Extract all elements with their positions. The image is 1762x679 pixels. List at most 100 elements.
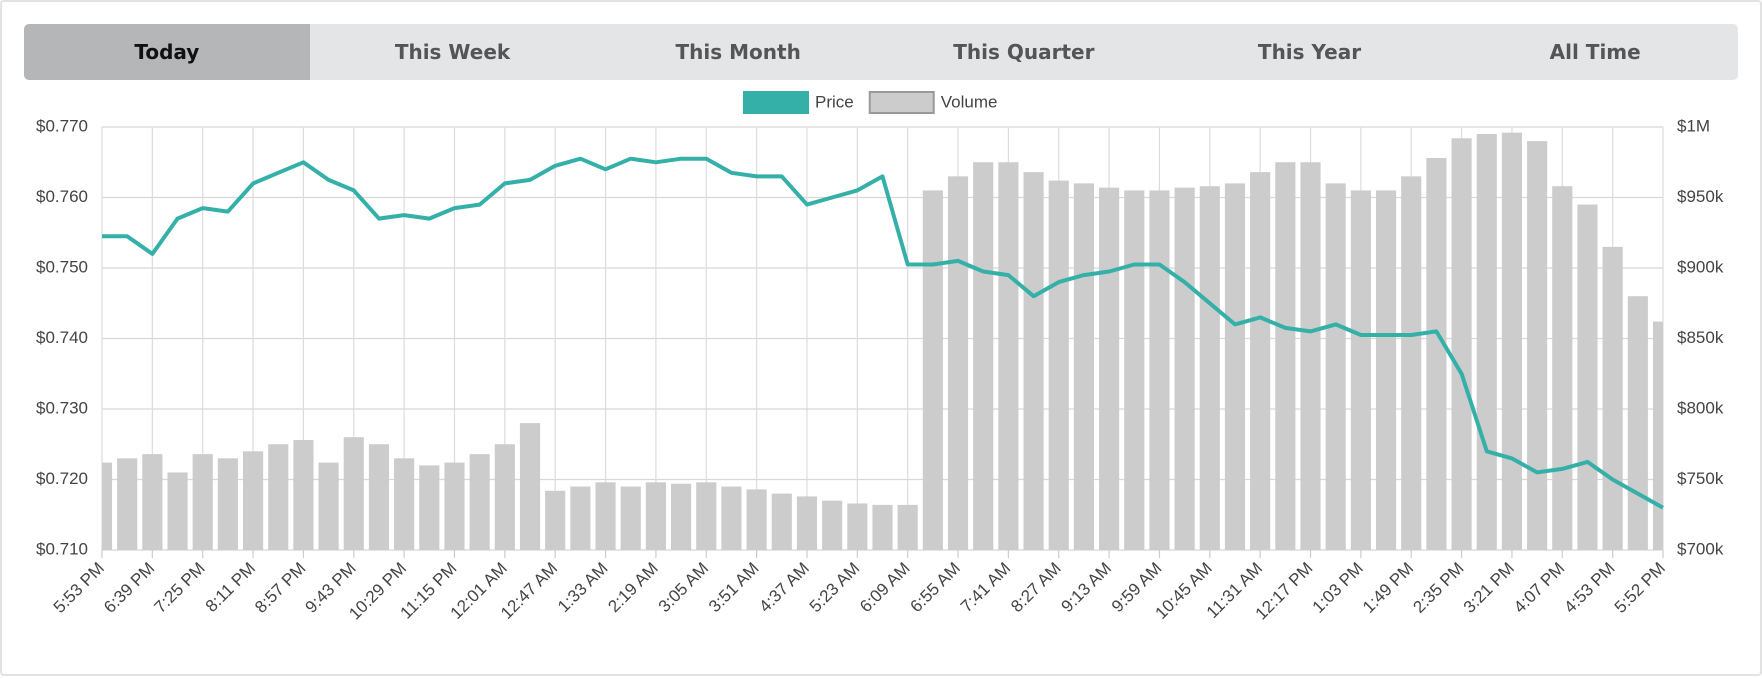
y2-tick-label: $900k bbox=[1677, 257, 1724, 276]
volume-bar bbox=[1023, 172, 1044, 550]
volume-bar bbox=[947, 176, 969, 550]
volume-bar bbox=[1577, 204, 1598, 551]
volume-bar bbox=[117, 458, 138, 550]
y2-tick-label: $700k bbox=[1677, 539, 1724, 558]
y-tick-label: $0.750 bbox=[36, 257, 88, 276]
x-tick-label: 6:09 AM bbox=[856, 559, 914, 617]
tab[interactable]: All Time bbox=[1549, 40, 1641, 64]
legend-label[interactable]: Volume bbox=[941, 92, 998, 111]
y-tick-label: $0.710 bbox=[36, 539, 88, 558]
volume-bar bbox=[268, 444, 289, 550]
x-tick-label: 6:39 PM bbox=[100, 559, 158, 617]
volume-bar bbox=[217, 458, 238, 550]
volume-bar bbox=[368, 444, 390, 550]
volume-bar bbox=[293, 440, 314, 550]
legend-label[interactable]: Price bbox=[815, 92, 854, 111]
x-tick-label: 4:53 PM bbox=[1560, 559, 1618, 617]
x-tick-label: 5:23 AM bbox=[806, 559, 864, 617]
tab[interactable]: This Month bbox=[675, 40, 801, 64]
tab-bar: Today This Week This Month This Quarter This… bbox=[24, 24, 1738, 80]
volume-bar bbox=[746, 489, 767, 550]
volume-bar bbox=[318, 462, 339, 550]
y-tick-label: $0.740 bbox=[36, 328, 88, 347]
y2-tick-label: $850k bbox=[1677, 328, 1724, 347]
volume-bar bbox=[998, 162, 1019, 550]
volume-bar bbox=[444, 462, 465, 550]
volume-bar bbox=[922, 190, 943, 550]
volume-bar bbox=[645, 482, 666, 550]
x-tick-label: 6:55 AM bbox=[906, 559, 964, 617]
volume-bar bbox=[494, 444, 515, 550]
volume-bar bbox=[671, 483, 692, 550]
volume-bar bbox=[1174, 187, 1195, 550]
volume-bar bbox=[620, 486, 641, 550]
volume-bar bbox=[1401, 176, 1422, 550]
x-tick-label: 9:13 AM bbox=[1058, 559, 1116, 617]
price-line bbox=[102, 156, 1664, 510]
volume-bar bbox=[847, 503, 868, 550]
tab[interactable]: This Week bbox=[394, 40, 511, 64]
volume-bar bbox=[469, 454, 490, 550]
volume-bar bbox=[696, 482, 717, 550]
y-tick-label: $0.730 bbox=[36, 398, 88, 417]
x-tick-label: 7:41 AM bbox=[957, 559, 1015, 617]
volume-bar bbox=[897, 504, 918, 550]
y-tick-label: $0.770 bbox=[36, 116, 88, 135]
x-tick-label: 1:33 AM bbox=[554, 559, 612, 617]
volume-bar bbox=[1149, 190, 1170, 550]
volume-bar bbox=[1224, 183, 1246, 550]
volume-bar bbox=[1501, 132, 1523, 550]
volume-bar bbox=[545, 490, 566, 550]
volume-bar bbox=[1073, 183, 1094, 550]
volume-bar bbox=[1476, 134, 1497, 551]
y2-tick-label: $1M bbox=[1677, 116, 1710, 135]
volume-bar bbox=[1099, 187, 1120, 550]
x-tick-label: 3:05 AM bbox=[655, 559, 713, 617]
volume-bar bbox=[102, 462, 113, 550]
volume-bar bbox=[192, 454, 213, 550]
x-tick-label: 2:35 PM bbox=[1409, 559, 1467, 617]
volume-bar bbox=[1627, 296, 1648, 550]
volume-bar bbox=[1426, 158, 1447, 550]
volume-bar bbox=[1350, 190, 1371, 550]
volume-bar bbox=[1124, 190, 1145, 550]
volume-bar bbox=[394, 458, 415, 550]
x-tick-label: 1:49 PM bbox=[1359, 559, 1417, 617]
x-tick-label: 3:51 AM bbox=[705, 559, 763, 617]
volume-bar bbox=[721, 486, 742, 550]
y2-tick-label: $800k bbox=[1677, 398, 1724, 417]
volume-bar bbox=[1451, 138, 1472, 550]
volume-bar bbox=[1552, 186, 1573, 550]
x-tick-label: 3:21 PM bbox=[1460, 559, 1518, 617]
volume-bar bbox=[142, 454, 163, 550]
volume-bar bbox=[167, 472, 188, 550]
y2-tick-label: $750k bbox=[1677, 469, 1724, 488]
x-tick-label: 8:11 PM bbox=[202, 559, 259, 616]
volume-bar bbox=[570, 486, 591, 550]
tab[interactable]: This Year bbox=[1257, 40, 1362, 64]
volume-bar bbox=[1375, 190, 1397, 550]
volume-bar bbox=[872, 504, 893, 550]
volume-bar bbox=[1199, 186, 1220, 550]
volume-bar bbox=[343, 437, 364, 550]
x-tick-label: 5:53 PM bbox=[50, 559, 108, 617]
x-tick-label: 5:52 PM bbox=[1611, 559, 1669, 617]
tab[interactable]: Today bbox=[24, 24, 310, 80]
volume-bar bbox=[771, 493, 792, 550]
x-tick-label: 1:03 PM bbox=[1309, 559, 1367, 617]
legend-swatch[interactable] bbox=[868, 91, 935, 114]
volume-bar bbox=[1275, 162, 1296, 550]
x-tick-label: 4:37 AM bbox=[755, 559, 813, 617]
volume-bar bbox=[519, 423, 541, 550]
legend-swatch[interactable] bbox=[743, 91, 809, 114]
volume-bar bbox=[1300, 162, 1321, 550]
volume-bar bbox=[1527, 141, 1548, 550]
volume-bar bbox=[973, 162, 994, 550]
volume-bar bbox=[1602, 246, 1623, 550]
tab[interactable]: This Quarter bbox=[953, 40, 1095, 64]
y-tick-label: $0.760 bbox=[36, 187, 88, 206]
volume-bar bbox=[242, 451, 264, 550]
x-tick-label: 2:19 AM bbox=[604, 559, 662, 617]
